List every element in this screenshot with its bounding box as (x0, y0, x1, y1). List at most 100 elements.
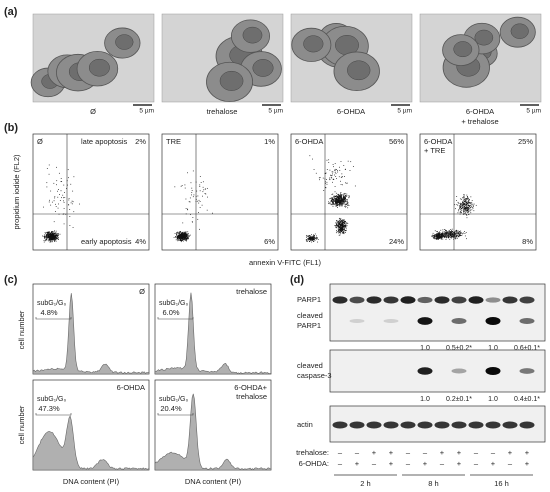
event-dot (341, 198, 343, 200)
event-dot (58, 233, 59, 235)
band (417, 317, 433, 325)
event-dot (312, 158, 313, 160)
event-dot (201, 204, 203, 206)
event-dot (44, 236, 46, 238)
event-dot (464, 231, 465, 232)
event-dot (345, 229, 347, 231)
event-dot (56, 238, 58, 240)
event-dot (462, 213, 464, 215)
event-dot (459, 213, 461, 215)
event-dot (55, 232, 57, 233)
band (468, 296, 484, 304)
event-dot (445, 236, 447, 238)
event-dot (195, 181, 197, 183)
event-dot (183, 236, 185, 238)
event-dot (48, 232, 50, 233)
event-dot (180, 235, 182, 237)
event-dot (52, 231, 53, 233)
event-dot (472, 207, 474, 209)
event-dot (346, 223, 348, 225)
event-dot (339, 227, 341, 229)
event-dot (469, 210, 471, 212)
event-dot (341, 219, 343, 221)
event-dot (338, 223, 340, 225)
event-dot (56, 184, 58, 186)
event-dot (336, 196, 338, 198)
event-dot (326, 179, 327, 180)
event-dot (63, 201, 65, 203)
event-dot (63, 223, 65, 225)
event-dot (435, 237, 437, 239)
event-dot (459, 209, 461, 211)
event-dot (334, 171, 336, 173)
event-dot (349, 196, 350, 198)
event-dot (187, 235, 189, 236)
event-dot (50, 238, 52, 240)
scale-label: 5 µm (397, 108, 412, 115)
event-dot (451, 230, 452, 232)
event-dot (337, 221, 338, 223)
event-dot (306, 235, 308, 237)
event-dot (345, 182, 346, 184)
event-dot (345, 200, 347, 202)
event-dot (180, 231, 181, 233)
event-dot (339, 223, 341, 225)
band (417, 296, 433, 304)
event-dot (325, 172, 327, 174)
event-dot (333, 198, 335, 200)
event-dot (50, 232, 52, 234)
event-dot (461, 205, 463, 206)
event-dot (443, 233, 445, 235)
event-dot (185, 232, 187, 234)
event-dot (53, 238, 55, 240)
event-dot (305, 234, 307, 236)
event-dot (55, 235, 57, 237)
treatment-sign: – (338, 448, 343, 457)
event-dot (331, 197, 332, 199)
event-dot (179, 233, 181, 235)
event-dot (340, 194, 342, 196)
event-dot (468, 201, 470, 203)
event-dot (46, 232, 48, 233)
event-dot (339, 226, 341, 228)
treatment-sign: – (491, 448, 496, 457)
event-dot (340, 184, 342, 185)
event-dot (339, 198, 340, 200)
event-dot (60, 178, 62, 179)
event-dot (338, 224, 340, 225)
nucleus (510, 23, 529, 39)
event-dot (344, 230, 346, 231)
event-dot (466, 208, 468, 210)
event-dot (55, 240, 57, 242)
event-dot (442, 234, 443, 236)
event-dot (468, 214, 469, 215)
event-dot (66, 180, 68, 182)
event-dot (310, 239, 312, 241)
event-dot (43, 241, 45, 243)
event-dot (45, 235, 47, 236)
event-dot (452, 234, 454, 236)
event-dot (473, 210, 475, 212)
event-dot (456, 196, 458, 197)
micrograph-label: + trehalose (461, 117, 498, 126)
event-dot (459, 234, 461, 236)
event-dot (435, 234, 437, 236)
event-dot (181, 235, 183, 237)
event-dot (444, 236, 446, 238)
event-dot (449, 237, 451, 239)
treatment-sign: – (406, 459, 411, 468)
event-dot (470, 203, 472, 205)
event-dot (338, 199, 340, 201)
event-dot (315, 235, 317, 237)
band (349, 318, 365, 324)
event-dot (331, 200, 333, 202)
event-dot (339, 228, 340, 230)
event-dot (54, 234, 56, 236)
event-dot (57, 237, 59, 239)
event-dot (344, 196, 346, 197)
event-dot (441, 235, 443, 237)
event-dot (50, 239, 52, 241)
event-dot (199, 190, 201, 192)
event-dot (59, 200, 61, 201)
event-dot (309, 235, 311, 236)
